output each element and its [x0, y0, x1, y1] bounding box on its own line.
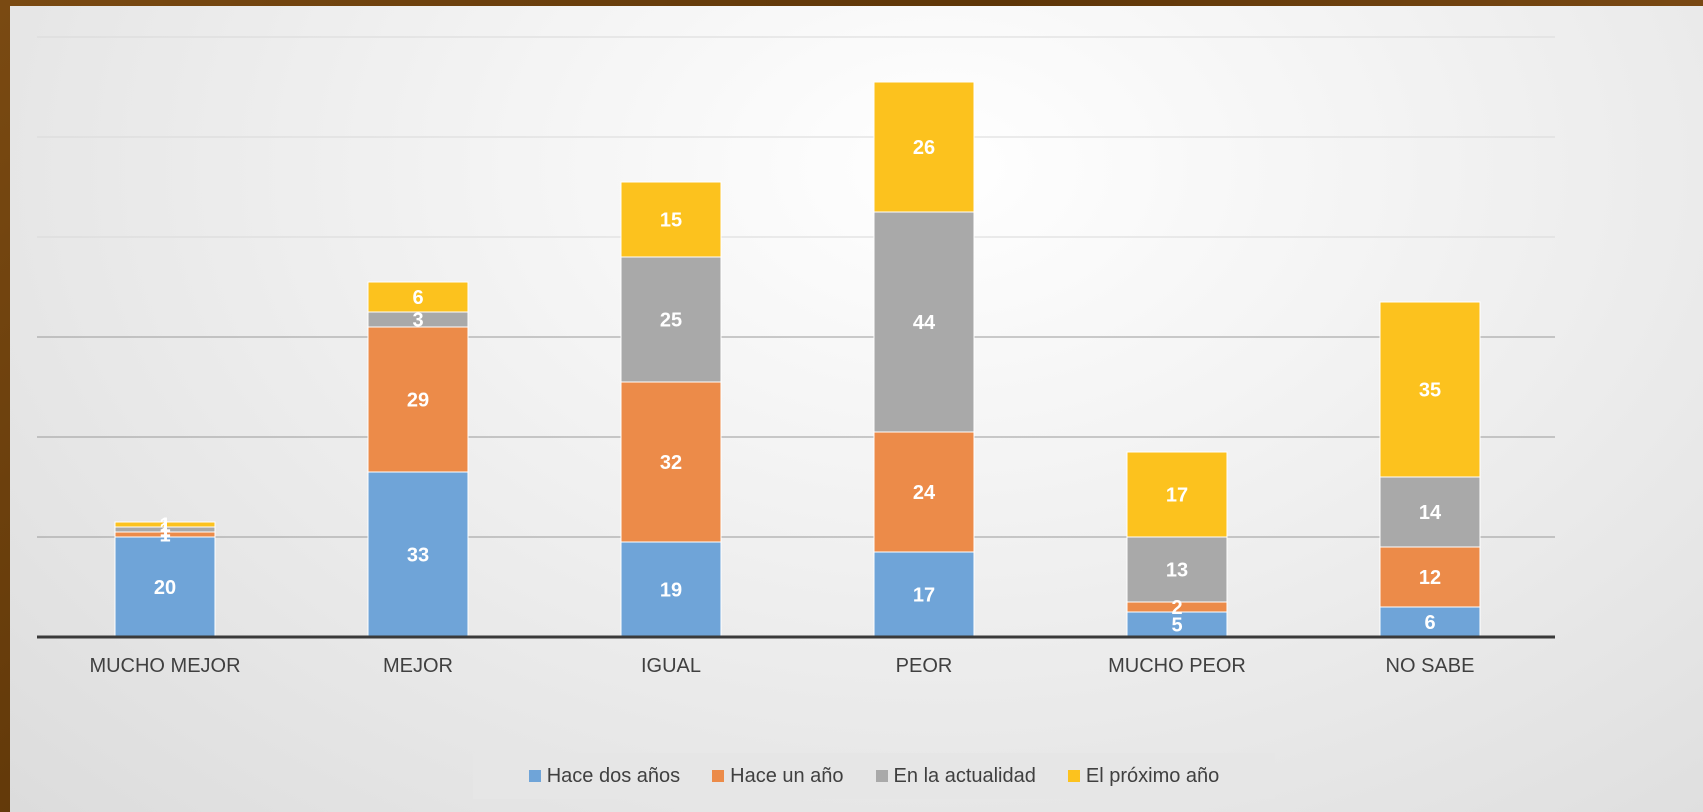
data-label: 1 [159, 515, 170, 537]
data-label: 14 [1419, 502, 1442, 524]
data-label: 6 [412, 287, 423, 309]
bar-segment [873, 211, 975, 433]
bar-segment [873, 81, 975, 213]
data-label: 6 [1424, 612, 1435, 634]
legend-item: El próximo año [1067, 764, 1220, 788]
bar-segment [620, 256, 722, 383]
data-label: 32 [660, 452, 682, 474]
data-label: 5 [1171, 615, 1182, 637]
data-label: 17 [1166, 485, 1188, 507]
bar-segment [873, 551, 975, 638]
data-label: 35 [1419, 380, 1441, 402]
data-label: 29 [407, 390, 429, 412]
data-label: 19 [660, 580, 682, 602]
category-label: NO SABE [1386, 655, 1475, 677]
bar-segment [1379, 301, 1481, 478]
data-label: 1 [159, 520, 170, 542]
category-label: MUCHO MEJOR [89, 655, 240, 677]
legend-swatch [1067, 770, 1080, 782]
legend-swatch [528, 770, 541, 782]
data-label: 20 [154, 577, 176, 599]
legend-label: Hace un año [730, 764, 844, 787]
bar-segment [620, 181, 722, 258]
chart-frame: 20 1 1 1 33 29 3 6 19 32 25 15 17 24 44 26 5 2 13 17 6 12 14 35… [10, 6, 1703, 812]
legend-item: Hace dos años [528, 764, 681, 788]
stacked-bar-chart: 2011133293619322515172444265213176121435… [37, 36, 1555, 677]
data-label: 3 [412, 310, 423, 332]
bar-segment [620, 381, 722, 543]
bar-segment [1126, 451, 1228, 538]
data-label: 17 [913, 585, 935, 607]
category-label: MEJOR [383, 655, 453, 677]
data-label: 13 [1166, 560, 1188, 582]
legend-item: Hace un año [712, 764, 844, 788]
bar-segment [1379, 476, 1481, 548]
bar-segment [1379, 606, 1481, 638]
category-label: IGUAL [641, 655, 701, 677]
bar-segment [367, 281, 469, 313]
data-label: 44 [913, 312, 936, 334]
gridlines [37, 36, 1555, 538]
bars [114, 81, 1481, 638]
bar-segment [114, 521, 216, 528]
legend-swatch [875, 770, 888, 782]
bar-segment [620, 541, 722, 638]
legend-label: El próximo año [1085, 764, 1220, 787]
bar-segment [1379, 546, 1481, 608]
bar-segment [367, 471, 469, 638]
bar-segment [873, 431, 975, 553]
data-label: 2 [1171, 597, 1182, 619]
category-label: PEOR [896, 655, 953, 677]
data-label: 25 [660, 310, 682, 332]
legend-item: En la actualidad [875, 764, 1036, 788]
data-label: 26 [913, 137, 935, 159]
legend-swatch [712, 770, 725, 782]
data-label: 24 [913, 482, 936, 504]
x-axis: MUCHO MEJOR MEJOR IGUAL PEOR MUCHO PEOR NO SA… [37, 635, 1555, 677]
category-label: MUCHO PEOR [1108, 655, 1246, 677]
data-label: 1 [159, 525, 170, 547]
data-label: 15 [660, 210, 682, 232]
data-label: 12 [1419, 567, 1441, 589]
data-label: 33 [407, 545, 429, 567]
legend-label: Hace dos años [546, 764, 681, 787]
legend-label: En la actualidad [893, 764, 1036, 787]
legend: Hace dos años Hace un año En la actualidad… [473, 753, 1275, 799]
bar-segment [1126, 536, 1228, 603]
bar-segment [367, 326, 469, 473]
